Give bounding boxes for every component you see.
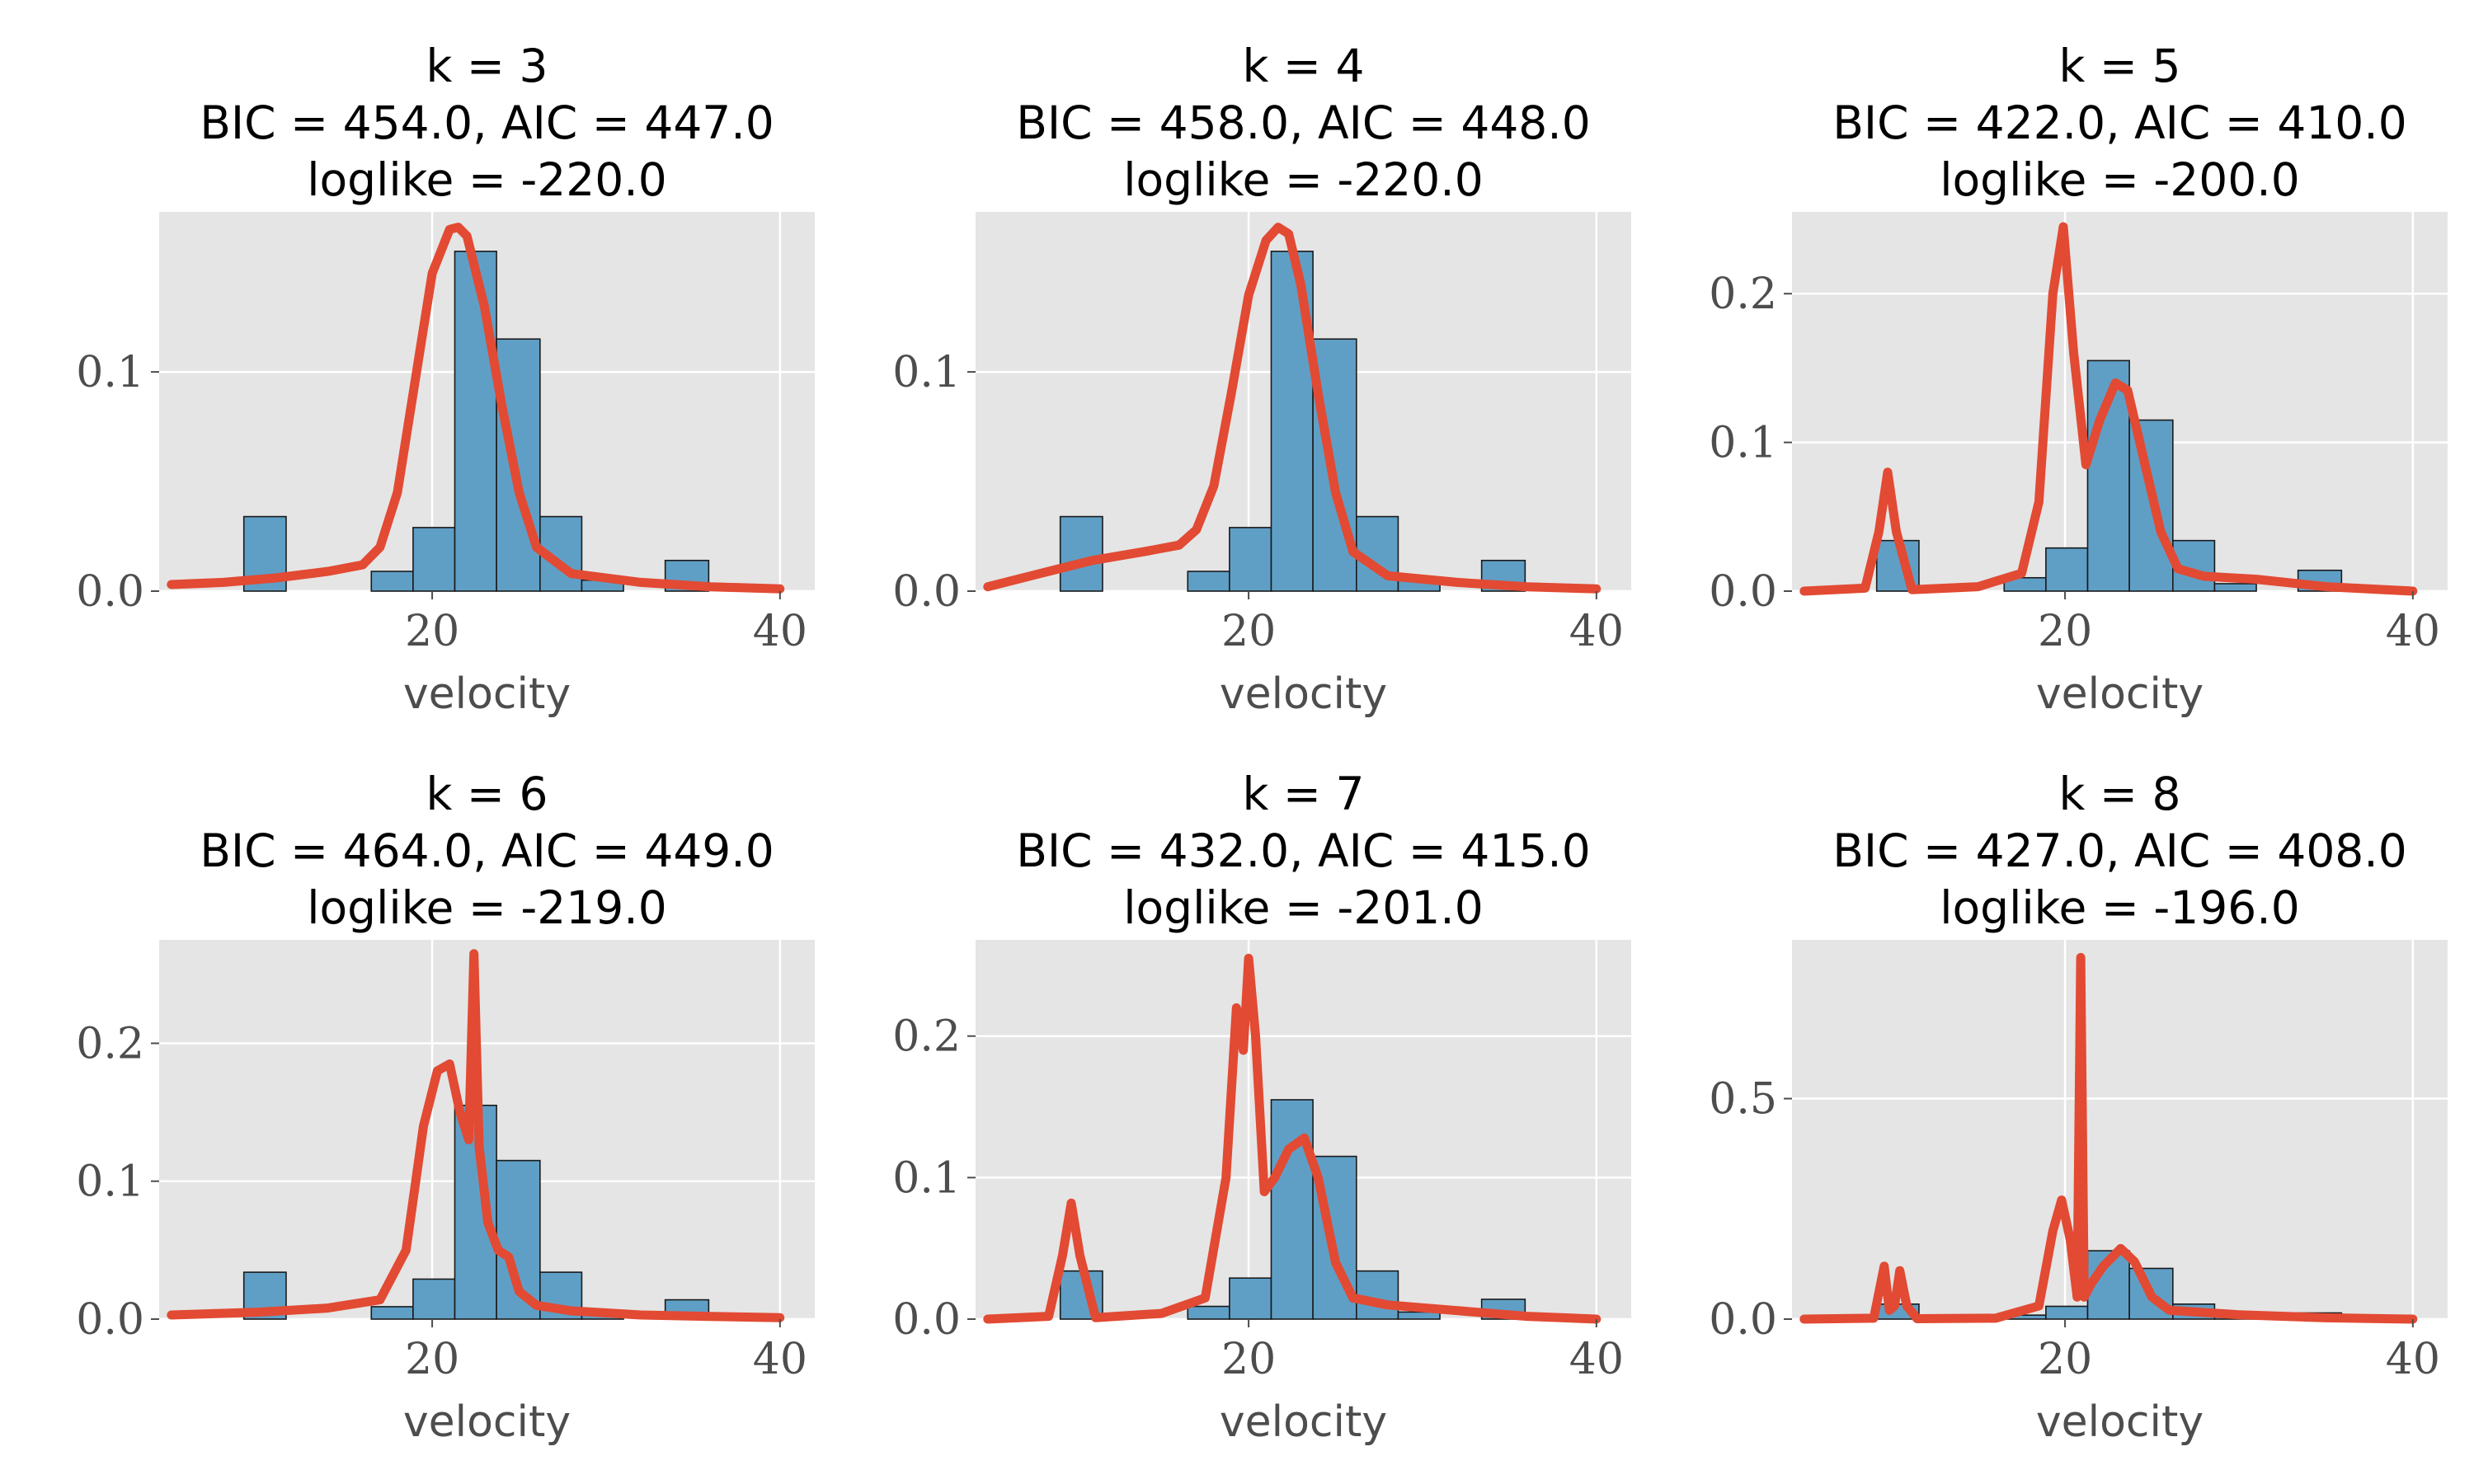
density-curve: [1799, 222, 2418, 596]
subplot-title-line-3: loglike = -200.0: [1940, 153, 2299, 206]
subplot-title-line-1: k = 4: [1243, 40, 1365, 92]
x-axis-label: velocity: [2036, 669, 2204, 719]
x-tick-label: 20: [2038, 1335, 2092, 1384]
x-axis-label: velocity: [403, 1397, 571, 1447]
subplot-title-line-3: loglike = -196.0: [1940, 881, 2299, 934]
subplot-title-line-3: loglike = -220.0: [307, 153, 666, 206]
subplot-title-line-1: k = 5: [2059, 40, 2181, 92]
density-curve: [983, 953, 1602, 1324]
x-tick-label: 40: [2386, 1335, 2440, 1384]
subplot-title-line-2: BIC = 458.0, AIC = 448.0: [1016, 96, 1591, 149]
y-tick-label: 0.1: [1709, 419, 1777, 468]
subplot-title-line-3: loglike = -220.0: [1123, 153, 1483, 206]
subplot-title-line-1: k = 8: [2059, 768, 2181, 820]
x-tick-label: 40: [1569, 1335, 1624, 1384]
subplot-title-line-3: loglike = -201.0: [1123, 881, 1483, 934]
y-tick-label: 0.0: [892, 567, 961, 617]
x-tick-label: 20: [2038, 607, 2092, 656]
y-tick-label: 0.1: [76, 348, 144, 397]
y-tick-label: 0.1: [892, 348, 961, 397]
histogram-bar: [1270, 1099, 1314, 1320]
subplot-title-line-1: k = 7: [1243, 768, 1365, 820]
x-axis-label: velocity: [1220, 669, 1387, 719]
y-tick-label: 0.2: [76, 1019, 144, 1068]
histogram-bar: [1356, 1270, 1399, 1320]
histogram-bar: [1059, 515, 1103, 592]
density-curve: [1799, 952, 2418, 1324]
y-tick-label: 0.1: [76, 1158, 144, 1207]
y-tick-label: 0.0: [1709, 567, 1777, 617]
x-axis-label: velocity: [2036, 1397, 2204, 1447]
x-tick-label: 40: [753, 607, 807, 656]
histogram-bar: [1229, 527, 1272, 592]
x-tick-label: 20: [1221, 607, 1276, 656]
y-tick-label: 0.0: [76, 1295, 144, 1345]
histogram-bar: [454, 251, 497, 592]
subplot-title-line-3: loglike = -219.0: [307, 881, 666, 934]
y-tick-label: 0.2: [892, 1012, 961, 1062]
histogram-bar: [370, 571, 414, 592]
x-tick-label: 40: [1569, 607, 1624, 656]
subplot-title-line-2: BIC = 427.0, AIC = 408.0: [1832, 824, 2407, 877]
y-tick-label: 0.1: [892, 1153, 961, 1203]
histogram-bar: [1187, 571, 1230, 592]
y-tick-label: 0.0: [892, 1295, 961, 1345]
histogram-bar: [2045, 1305, 2089, 1320]
subplot-title-line-2: BIC = 432.0, AIC = 415.0: [1016, 824, 1591, 877]
x-tick-label: 20: [405, 607, 459, 656]
x-tick-label: 20: [1221, 1335, 1276, 1384]
x-axis-label: velocity: [403, 669, 571, 719]
histogram-bar: [412, 527, 456, 592]
histogram-bar: [2045, 547, 2089, 592]
y-tick-label: 0.2: [1709, 270, 1777, 319]
subplot-title-line-2: BIC = 422.0, AIC = 410.0: [1832, 96, 2407, 149]
subplot-title-line-1: k = 6: [426, 768, 548, 820]
subplot-title-line-2: BIC = 464.0, AIC = 449.0: [200, 824, 774, 877]
y-tick-label: 0.0: [76, 567, 144, 617]
histogram-bar: [412, 1278, 456, 1320]
y-tick-label: 0.5: [1709, 1075, 1777, 1125]
histogram-bar: [2213, 583, 2257, 592]
subplot-title-line-2: BIC = 454.0, AIC = 447.0: [200, 96, 774, 149]
histogram-bar: [370, 1306, 414, 1320]
histogram-bar: [1187, 1305, 1230, 1320]
density-curve: [983, 223, 1602, 594]
subplot-title-line-1: k = 3: [426, 40, 548, 92]
density-curve: [167, 949, 785, 1322]
x-axis-label: velocity: [1220, 1397, 1387, 1447]
density-curve: [167, 223, 785, 594]
y-tick-label: 0.0: [1709, 1295, 1777, 1345]
histogram-bar: [1229, 1277, 1272, 1320]
x-tick-label: 40: [2386, 607, 2440, 656]
x-tick-label: 20: [405, 1335, 459, 1384]
x-tick-label: 40: [753, 1335, 807, 1384]
